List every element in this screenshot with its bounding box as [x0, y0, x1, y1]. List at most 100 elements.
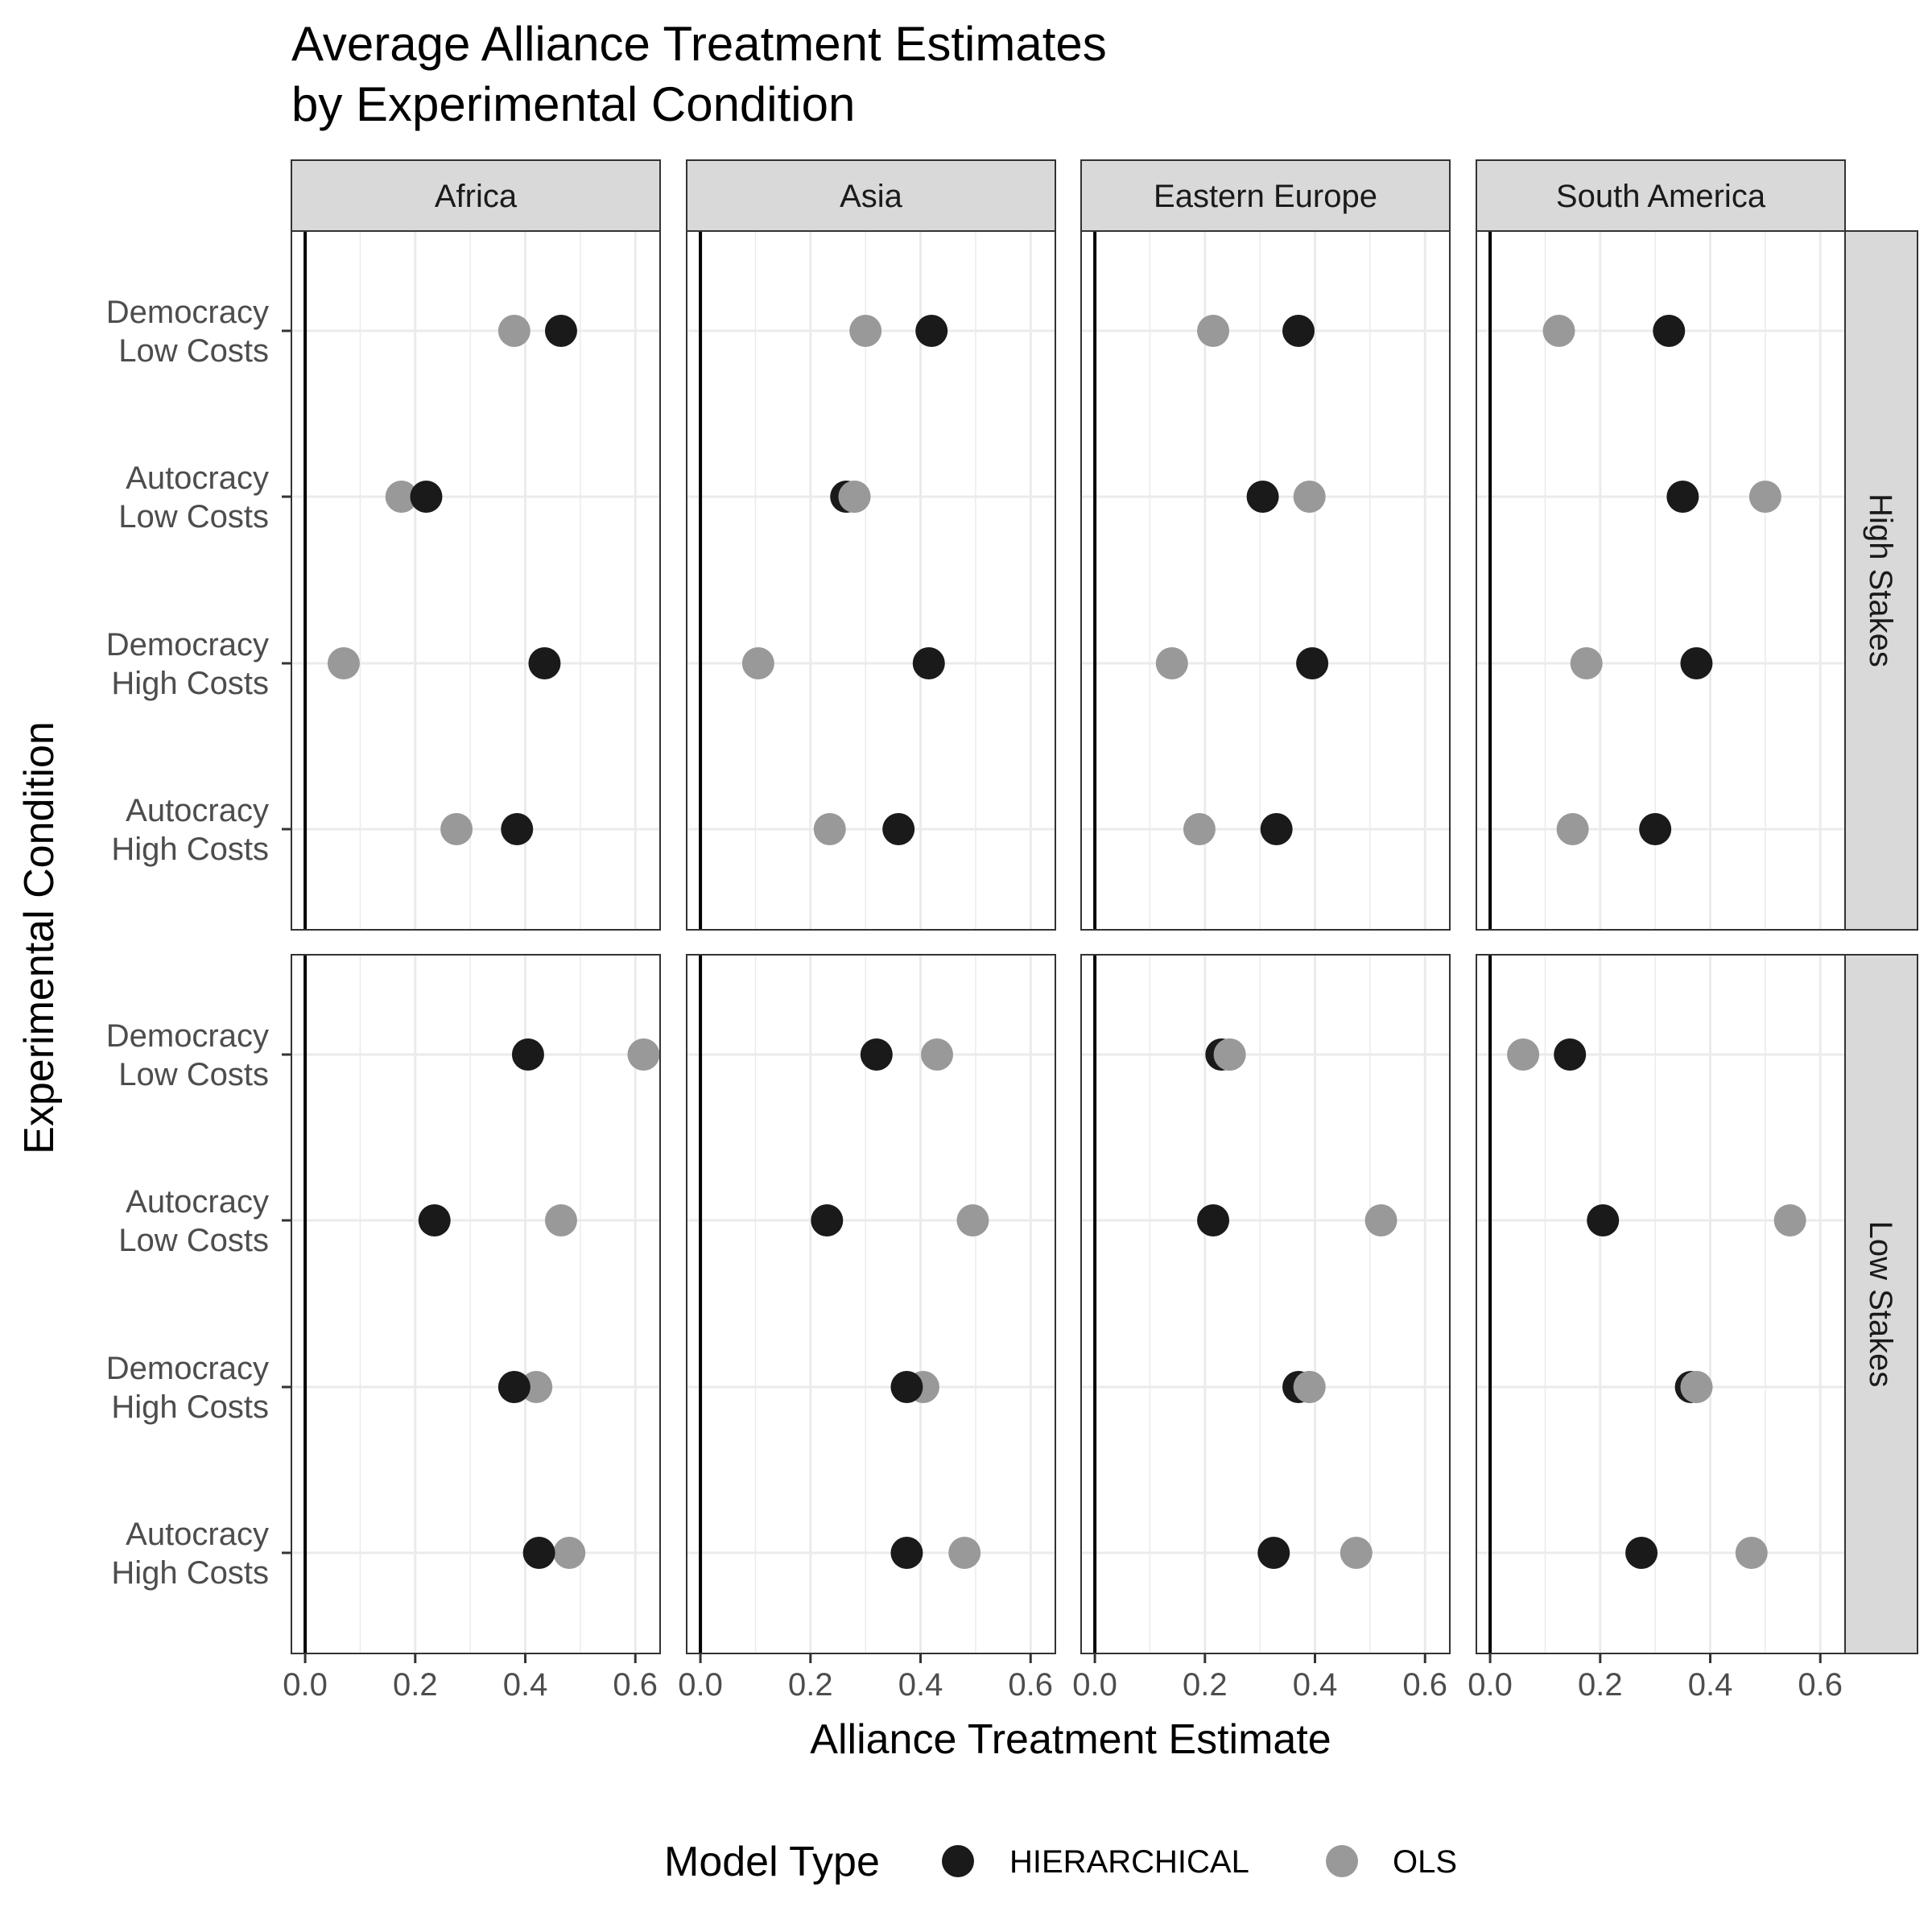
panel-border — [291, 954, 661, 1654]
y-tick-label: Democracy High Costs — [106, 627, 269, 701]
strip-label-africa: Africa — [435, 179, 518, 214]
point-hierarchical — [1639, 813, 1672, 845]
point-hierarchical — [1246, 481, 1279, 513]
point-ols — [1507, 1038, 1540, 1071]
point-hierarchical — [410, 481, 443, 513]
panel-south-america-high-stakes — [1476, 230, 1846, 931]
strip-bg-south-america — [1476, 159, 1846, 232]
x-tick-label: 0.0 — [1468, 1667, 1513, 1703]
panel-asia-low-stakes — [686, 954, 1056, 1654]
y-axis-title: Experimental Condition — [16, 721, 63, 1154]
point-ols-overlap — [838, 481, 871, 513]
point-ols — [1197, 315, 1230, 347]
panel-border — [686, 954, 1056, 1654]
legend-label-ols: OLS — [1393, 1844, 1457, 1880]
x-tick-label: 0.0 — [678, 1667, 723, 1703]
y-tick-label: Autocracy Low Costs — [118, 1184, 269, 1258]
point-ols — [627, 1038, 660, 1071]
x-tick-label: 0.4 — [1293, 1667, 1338, 1703]
point-hierarchical — [811, 1204, 844, 1236]
strip-bg-low-stakes — [1844, 954, 1918, 1654]
point-ols — [741, 647, 774, 679]
point-hierarchical — [544, 315, 577, 347]
panel-border — [1476, 230, 1846, 931]
strip-bg-eastern-europe — [1080, 159, 1451, 232]
facet-panels: Africa Asia Eastern Europe South America Hig… — [106, 159, 1918, 1703]
strip-label-low-stakes: Low Stakes — [1863, 1221, 1898, 1388]
point-hierarchical — [860, 1038, 893, 1071]
x-tick-label: 0.2 — [1183, 1667, 1228, 1703]
point-hierarchical — [882, 813, 915, 845]
point-hierarchical — [418, 1204, 451, 1236]
point-hierarchical — [1197, 1204, 1230, 1236]
point-hierarchical — [1282, 315, 1315, 347]
panel-border — [1080, 230, 1451, 931]
panel-africa-low-stakes — [291, 954, 661, 1654]
point-ols — [1735, 1537, 1768, 1569]
y-tick-label: Democracy Low Costs — [106, 1018, 269, 1092]
x-tick-label: 0.4 — [1688, 1667, 1733, 1703]
legend-title: Model Type — [664, 1839, 880, 1885]
x-tick-label: 0.0 — [283, 1667, 328, 1703]
strip-bg-asia — [686, 159, 1056, 232]
x-tick-label: 0.2 — [788, 1667, 833, 1703]
x-tick-label: 0.2 — [1578, 1667, 1623, 1703]
point-ols — [520, 1371, 553, 1403]
point-hierarchical — [890, 1537, 923, 1569]
panel-eastern-europe-low-stakes — [1080, 954, 1451, 1654]
strip-bg-high-stakes — [1844, 230, 1918, 931]
x-tick-label: 0.6 — [1008, 1667, 1053, 1703]
point-hierarchical — [528, 647, 561, 679]
x-tick-label: 0.0 — [1072, 1667, 1117, 1703]
point-ols-overlap — [1293, 1371, 1326, 1403]
strip-label-south-america: South America — [1556, 179, 1766, 214]
legend-label-hierarchical: HIERARCHICAL — [1009, 1844, 1249, 1880]
strip-label-eastern-europe: Eastern Europe — [1154, 179, 1377, 214]
chart-title-line-2: by Experimental Condition — [291, 77, 855, 131]
x-tick-label: 0.6 — [1798, 1667, 1843, 1703]
point-hierarchical — [1625, 1537, 1658, 1569]
strip-bg-africa — [291, 159, 661, 232]
point-ols — [849, 315, 882, 347]
point-ols — [385, 481, 418, 513]
point-hierarchical — [1554, 1038, 1587, 1071]
point-hierarchical — [912, 647, 945, 679]
point-ols — [1340, 1537, 1373, 1569]
panel-border — [1080, 954, 1451, 1654]
point-hierarchical — [915, 315, 948, 347]
panel-eastern-europe-high-stakes — [1080, 230, 1451, 931]
strip-label-asia: Asia — [840, 179, 903, 214]
panel-border — [686, 230, 1056, 931]
x-tick-label: 0.6 — [613, 1667, 658, 1703]
y-tick-label: Autocracy Low Costs — [118, 460, 269, 535]
point-ols — [553, 1537, 586, 1569]
panel-border — [291, 230, 661, 931]
point-hierarchical — [1260, 813, 1293, 845]
chart-title-line-1: Average Alliance Treatment Estimates — [291, 17, 1107, 71]
legend-key-hierarchical — [942, 1845, 974, 1877]
point-ols — [440, 813, 473, 845]
point-ols — [1556, 813, 1589, 845]
x-tick-label: 0.4 — [503, 1667, 548, 1703]
point-hierarchical — [1257, 1537, 1290, 1569]
point-hierarchical — [522, 1537, 555, 1569]
point-ols — [497, 315, 530, 347]
strip-label-high-stakes: High Stakes — [1863, 493, 1898, 667]
x-tick-label: 0.2 — [393, 1667, 438, 1703]
point-hierarchical — [1296, 647, 1329, 679]
point-ols — [1364, 1204, 1397, 1236]
panel-south-america-low-stakes — [1476, 954, 1846, 1654]
point-hierarchical — [1666, 481, 1699, 513]
panel-africa-high-stakes — [291, 230, 661, 931]
point-ols — [1773, 1204, 1806, 1236]
point-ols-overlap — [1680, 1371, 1713, 1403]
point-ols — [813, 813, 846, 845]
point-ols — [948, 1537, 981, 1569]
point-ols — [327, 647, 360, 679]
point-ols — [1748, 481, 1781, 513]
y-tick-label: Autocracy High Costs — [111, 793, 269, 867]
point-ols — [544, 1204, 577, 1236]
x-axis-title: Alliance Treatment Estimate — [810, 1716, 1331, 1763]
point-ols — [1155, 647, 1188, 679]
